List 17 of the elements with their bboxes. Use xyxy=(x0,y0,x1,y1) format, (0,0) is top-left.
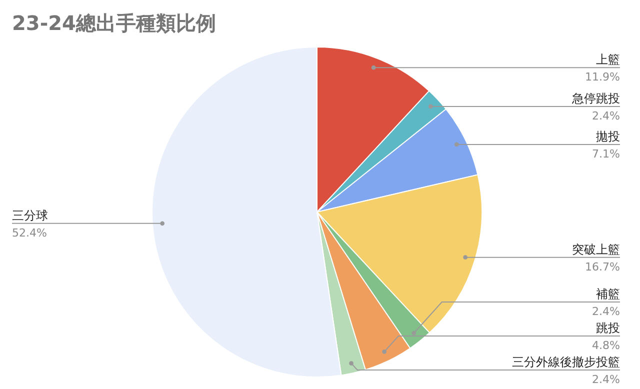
data-label: 2.4% xyxy=(592,373,620,386)
slice-label: 三分球 xyxy=(12,208,48,222)
data-label: 16.7% xyxy=(585,260,620,274)
data-label: 2.4% xyxy=(592,305,620,318)
slice-label: 突破上籃 xyxy=(572,242,620,256)
slice-label: 三分外線後撤步投籃 xyxy=(512,355,620,369)
slice-label: 補籃 xyxy=(596,287,620,301)
slice-label: 上籃 xyxy=(596,52,620,67)
data-label: 2.4% xyxy=(592,109,620,122)
slice-label: 拋投 xyxy=(596,129,620,144)
slice-label: 跳投 xyxy=(596,321,620,335)
data-label: 52.4% xyxy=(12,226,47,240)
data-label: 11.9% xyxy=(585,70,620,84)
chart-title: 23-24總出手種類比例 xyxy=(12,11,216,35)
data-label: 4.8% xyxy=(592,339,620,352)
slice-label: 急停跳投 xyxy=(571,91,620,106)
data-label: 7.1% xyxy=(592,147,620,160)
